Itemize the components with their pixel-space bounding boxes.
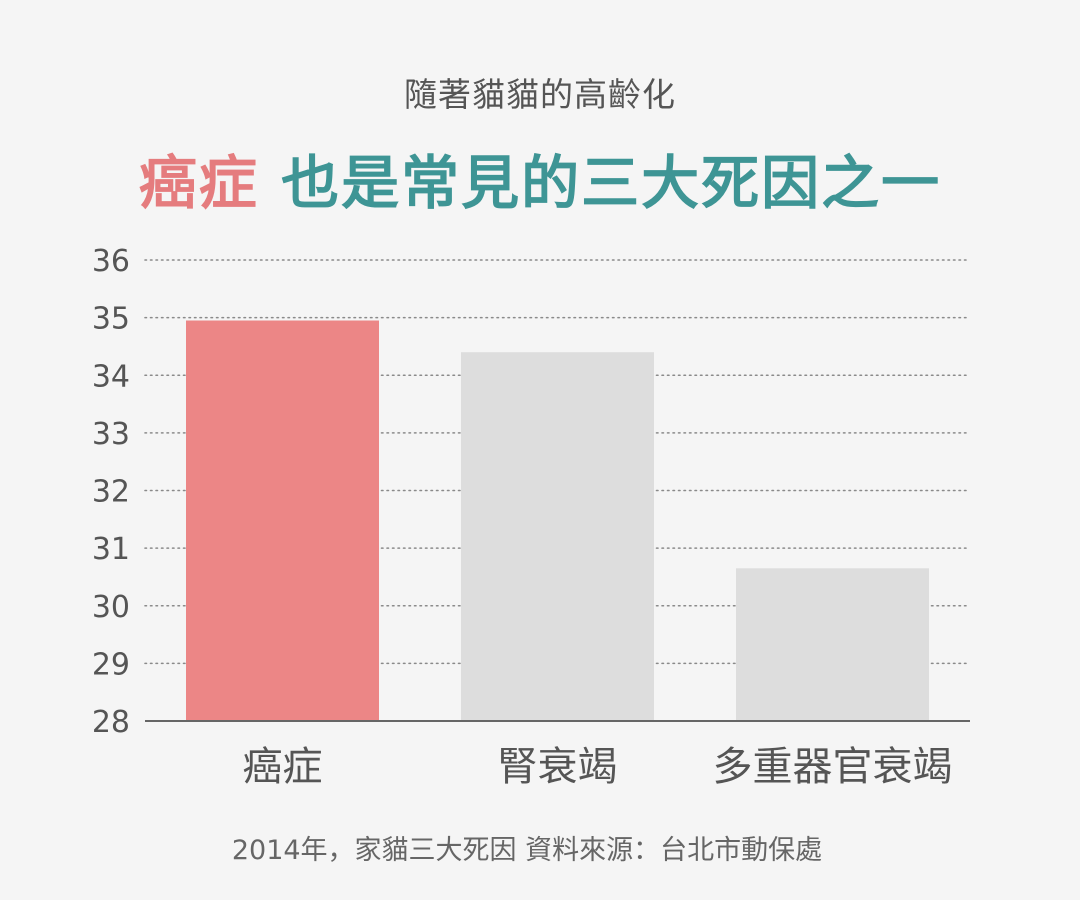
y-tick-label: 31 <box>92 532 130 567</box>
chart-subtitle: 隨著貓貓的高齡化 <box>404 75 676 114</box>
chart-title: 癌症 也是常見的三大死因之一 <box>0 136 1080 220</box>
y-tick-label: 29 <box>92 647 130 682</box>
bar <box>461 352 654 721</box>
x-tick-label: 腎衰竭 <box>498 744 618 790</box>
y-tick-label: 35 <box>92 302 130 337</box>
x-tick-label: 多重器官衰竭 <box>713 744 953 790</box>
bar <box>186 320 379 721</box>
y-tick-label: 28 <box>92 705 130 740</box>
y-tick-label: 32 <box>92 475 130 510</box>
y-tick-label: 30 <box>92 590 130 625</box>
x-tick-label: 癌症 <box>243 744 323 790</box>
chart-footnote: 2014年，家貓三大死因 資料來源：台北市動保處 <box>231 835 823 866</box>
y-tick-label: 33 <box>92 417 130 452</box>
bar <box>736 568 929 721</box>
y-tick-label: 36 <box>92 244 130 279</box>
chart-title-highlight: 癌症 <box>138 149 259 217</box>
chart-title-rest: 也是常見的三大死因之一 <box>281 149 942 217</box>
y-tick-label: 34 <box>92 359 130 394</box>
